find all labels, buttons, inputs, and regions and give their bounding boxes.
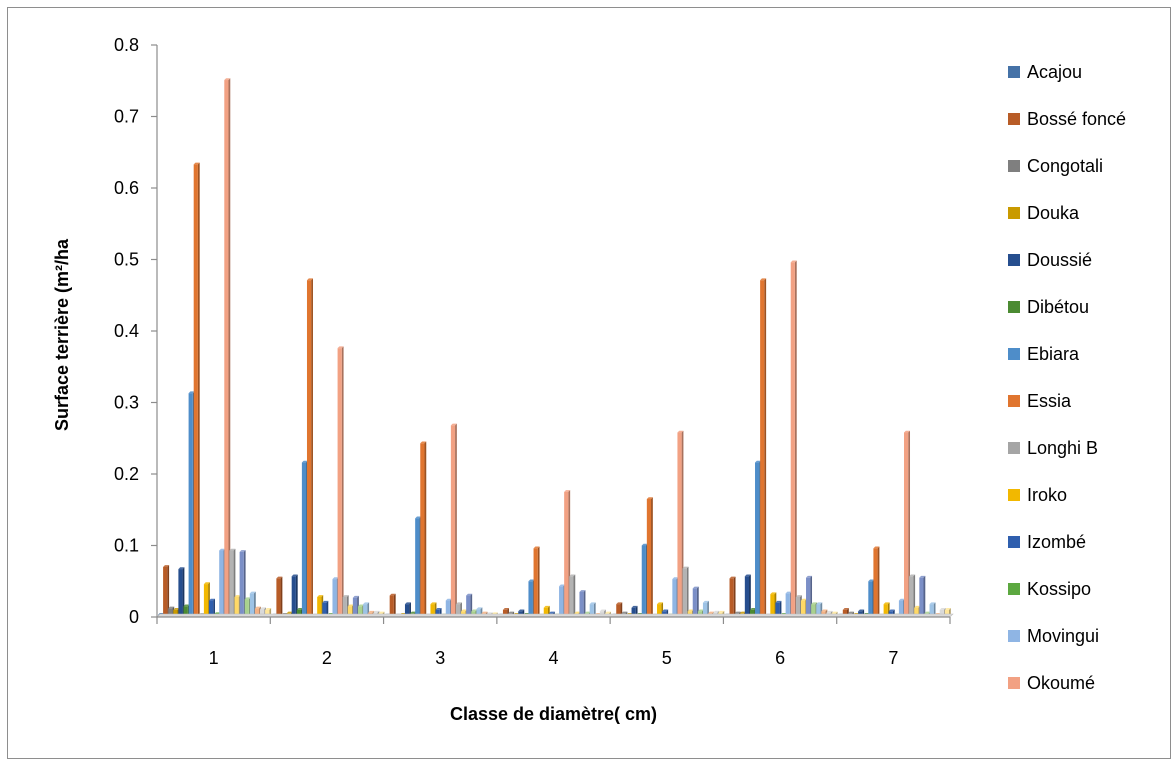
y-tick-label: 0.4 [114,321,139,341]
bar-essia-class-2 [306,278,313,617]
legend-label: Izombé [1027,532,1086,552]
bar-bossé-foncé-class-2 [276,576,283,617]
legend: Acajou Bossé foncé Congotali Douka Doussié Di… [1008,62,1126,693]
bar-essia-class-6 [760,278,767,617]
bar-movingui-class-4 [559,584,566,617]
legend-swatch [1008,395,1020,407]
bar-series-19-class-4 [589,602,596,617]
chart-frame [7,7,1171,759]
bar-ebiara-class-7 [868,579,875,617]
bar-movingui-class-5 [672,577,679,617]
legend-swatch [1008,254,1020,266]
legend-swatch [1008,207,1020,219]
bar-doussié-class-2 [291,574,298,617]
legend-label: Essia [1027,391,1072,411]
legend-swatch [1008,583,1020,595]
legend-label: Movingui [1027,626,1099,646]
legend-swatch [1008,113,1020,125]
x-tick-label: 6 [775,648,785,668]
bar-essia-class-3 [420,441,427,617]
bars-layer [157,78,951,618]
bar-series-17-class-5 [692,586,699,617]
y-tick-label: 0.1 [114,536,139,556]
bar-series-15-class-7 [909,574,916,617]
legend-label: Acajou [1027,62,1082,82]
x-tick-label: 1 [209,648,219,668]
bar-series-15-class-5 [682,566,689,617]
bar-doussié-class-1 [178,567,185,617]
x-tick-label: 4 [548,648,558,668]
legend-label: Longhi B [1027,438,1098,458]
legend-swatch [1008,489,1020,501]
bar-izombé-class-2 [322,600,329,617]
x-tick-label: 2 [322,648,332,668]
legend-label: Kossipo [1027,579,1091,599]
legend-swatch [1008,66,1020,78]
y-tick-label: 0.5 [114,250,139,270]
bar-essia-class-1 [193,162,200,618]
axes-layer [151,44,954,624]
bar-okoumé-class-7 [904,430,911,617]
bar-bossé-foncé-class-1 [163,565,170,617]
bar-series-17-class-4 [579,590,586,617]
x-tick-label: 3 [435,648,445,668]
legend-swatch [1008,677,1020,689]
legend-label: Congotali [1027,156,1103,176]
x-axis-title: Classe de diamètre( cm) [450,704,657,724]
y-tick-label: 0.2 [114,464,139,484]
bar-okoumé-class-1 [224,78,231,618]
labels-layer: 0 0.1 0.2 0.3 0.4 0.5 0.6 0.7 0.8 1 2 3 4 5 6 7 Classe d… [52,35,898,724]
legend-label: Okoumé [1027,673,1095,693]
bar-series-15-class-4 [569,574,576,617]
bar-izombé-class-6 [775,600,782,617]
y-tick-label: 0.3 [114,393,139,413]
bar-bossé-foncé-class-6 [729,576,736,617]
bar-izombé-class-1 [208,598,215,617]
bar-essia-class-5 [646,497,653,617]
bar-series-17-class-7 [919,575,926,617]
bar-bossé-foncé-class-3 [389,593,396,617]
legend-label: Ebiara [1027,344,1080,364]
bar-okoumé-class-2 [337,346,344,617]
legend-swatch [1008,348,1020,360]
bar-okoumé-class-3 [450,423,457,617]
legend-label: Douka [1027,203,1080,223]
x-tick-label: 7 [888,648,898,668]
legend-swatch [1008,301,1020,313]
x-tick-label: 5 [662,648,672,668]
bar-iroko-class-6 [770,592,777,617]
y-tick-label: 0 [129,607,139,627]
bar-doussié-class-6 [744,574,751,617]
bar-series-19-class-6 [816,602,823,617]
legend-swatch [1008,536,1020,548]
bar-essia-class-7 [873,546,880,617]
y-tick-label: 0.7 [114,107,139,127]
bar-okoumé-class-6 [790,260,797,617]
legend-label: Doussié [1027,250,1092,270]
legend-swatch [1008,160,1020,172]
bar-essia-class-4 [533,546,540,617]
bar-series-19-class-7 [929,602,936,617]
legend-swatch [1008,630,1020,642]
bar-movingui-class-6 [785,591,792,617]
y-tick-label: 0.6 [114,178,139,198]
y-axis-title: Surface terrière (m²/ha [52,238,72,431]
y-tick-label: 0.8 [114,35,139,55]
legend-label: Bossé foncé [1027,109,1126,129]
legend-label: Iroko [1027,485,1067,505]
legend-swatch [1008,442,1020,454]
legend-label: Dibétou [1027,297,1089,317]
